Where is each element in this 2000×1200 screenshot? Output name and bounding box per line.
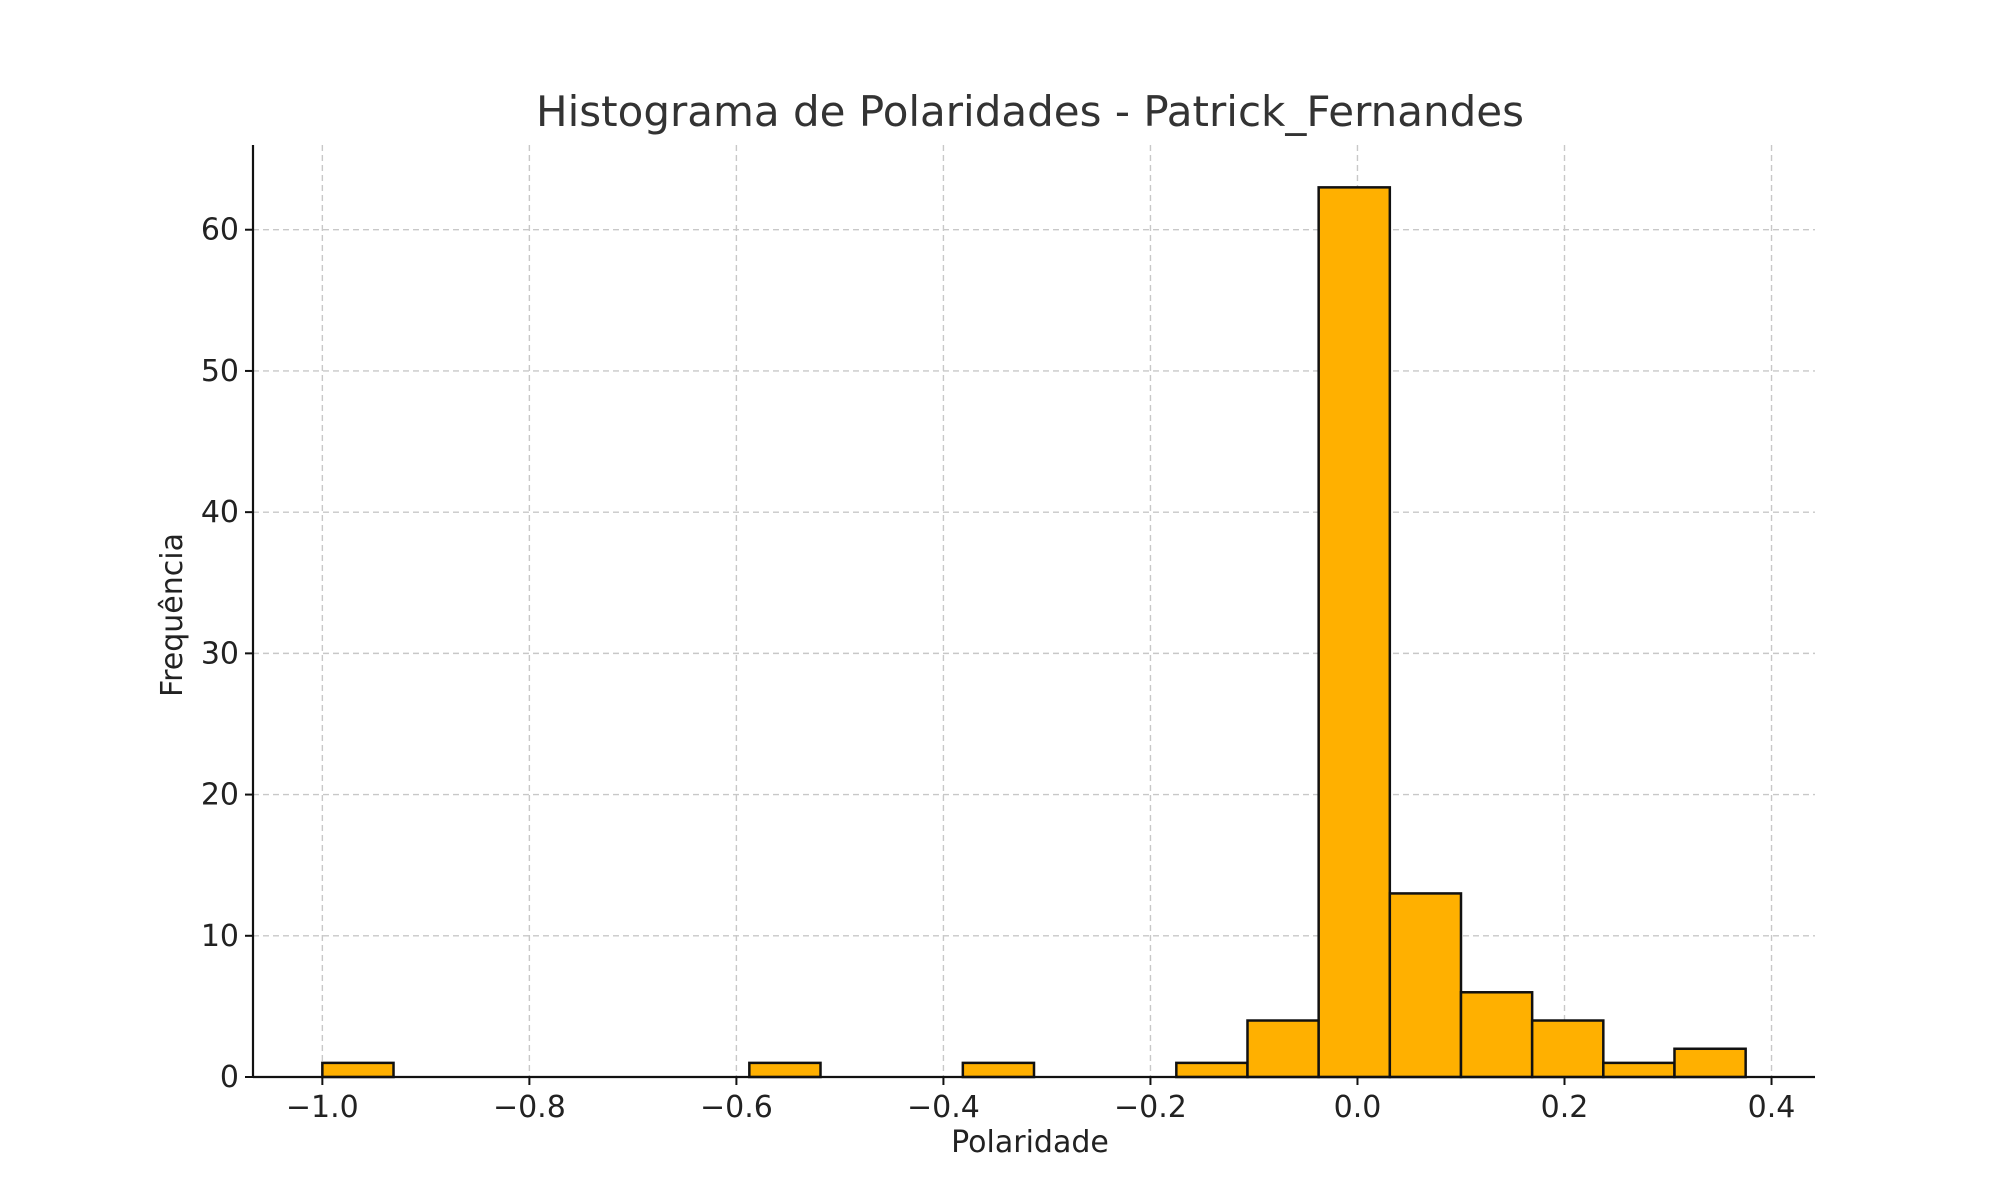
x-tick-label: −0.4 xyxy=(907,1090,980,1125)
histogram-bar xyxy=(1602,1061,1676,1079)
y-tick-label: 30 xyxy=(201,636,239,671)
y-tick-label: 40 xyxy=(201,495,239,530)
x-tick-label: −0.6 xyxy=(700,1090,773,1125)
grid-layer xyxy=(253,145,1815,1078)
histogram-bar xyxy=(1530,1019,1605,1079)
y-tick-label: 0 xyxy=(220,1060,239,1095)
histogram-bar xyxy=(1246,1019,1320,1079)
ticks-layer: −1.0 −0.8 −0.6 −0.4 −0.2 0.0 0.2 0.4 0 10 20 30 40 50… xyxy=(201,213,1796,1125)
histogram-bar xyxy=(1317,186,1392,1079)
histogram-bar xyxy=(1175,1061,1249,1079)
histogram-bar xyxy=(748,1061,822,1079)
histogram-bar xyxy=(1459,991,1534,1079)
histogram-bar xyxy=(1673,1047,1747,1079)
x-tick-label: −1.0 xyxy=(286,1090,359,1125)
y-tick-label: 10 xyxy=(201,919,239,954)
histogram-bar xyxy=(321,1061,395,1079)
y-tick-label: 60 xyxy=(201,213,239,248)
x-axis-label: Polaridade xyxy=(951,1125,1109,1160)
x-tick-label: −0.2 xyxy=(1114,1090,1187,1125)
x-tick-label: 0.0 xyxy=(1334,1090,1382,1125)
y-tick-label: 20 xyxy=(201,778,239,813)
y-axis-label: Frequência xyxy=(155,533,190,697)
y-tick-label: 50 xyxy=(201,354,239,389)
x-tick-label: 0.2 xyxy=(1541,1090,1589,1125)
x-tick-label: 0.4 xyxy=(1748,1090,1796,1125)
histogram-bar xyxy=(1388,892,1463,1079)
axes-layer xyxy=(251,145,1815,1079)
bars-layer xyxy=(321,186,1747,1079)
histogram-bar xyxy=(961,1061,1036,1079)
chart-title: Histograma de Polaridades - Patrick_Fern… xyxy=(536,87,1524,136)
x-tick-label: −0.8 xyxy=(493,1090,566,1125)
